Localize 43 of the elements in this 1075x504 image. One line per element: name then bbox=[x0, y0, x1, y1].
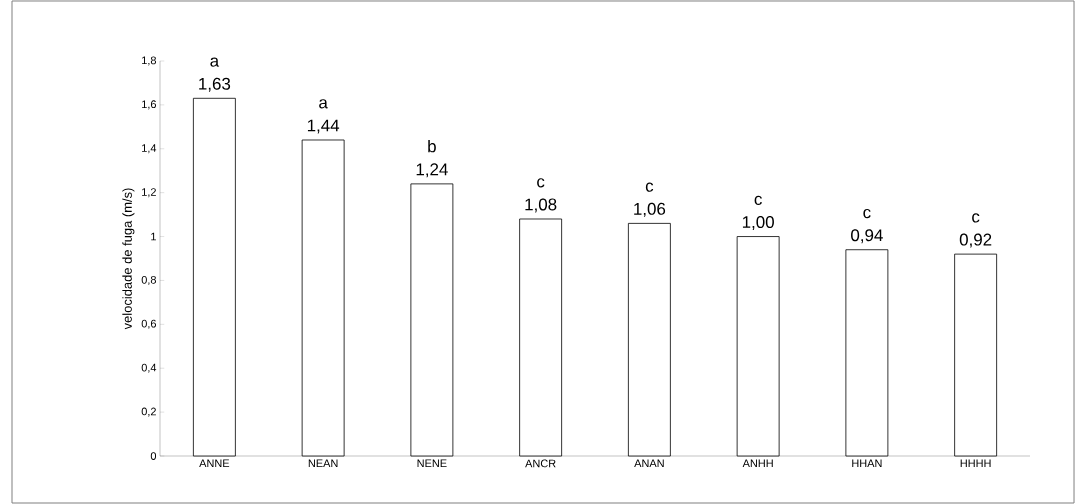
annotation: c bbox=[863, 208, 871, 219]
data-label: 0,92 bbox=[959, 233, 992, 248]
x-tick-label: HHHH bbox=[960, 459, 991, 468]
x-tick-label: HHAN bbox=[852, 459, 882, 468]
y-tick-label: 1 bbox=[151, 232, 156, 241]
x-tick-label: ANHH bbox=[742, 459, 773, 468]
bar bbox=[301, 139, 345, 457]
bar bbox=[410, 183, 454, 457]
data-label: 0,94 bbox=[851, 229, 883, 244]
y-tick-label: 0,4 bbox=[141, 363, 157, 373]
data-label: 1,00 bbox=[742, 216, 774, 231]
data-label: 1,44 bbox=[307, 119, 340, 134]
y-tick-label: 1,4 bbox=[142, 144, 157, 154]
annotation: c bbox=[972, 213, 980, 223]
annotation: c bbox=[754, 195, 762, 206]
y-tick-label: 0,2 bbox=[141, 407, 156, 417]
y-tick-label: 0,6 bbox=[141, 319, 156, 329]
x-tick-label: ANNE bbox=[199, 459, 230, 468]
y-tick-label: 0,8 bbox=[141, 275, 156, 285]
bar bbox=[519, 218, 563, 457]
bar bbox=[192, 97, 236, 457]
annotation: b bbox=[428, 139, 436, 153]
x-tick-label: ANCR bbox=[525, 459, 556, 468]
y-axis-title: velocidade de fuga (m/s) bbox=[122, 188, 135, 330]
data-label: 1,06 bbox=[634, 202, 666, 217]
bar bbox=[845, 249, 889, 457]
bar bbox=[736, 236, 780, 457]
y-tick-label: 1,6 bbox=[142, 100, 156, 110]
data-label: 1,08 bbox=[525, 198, 557, 213]
annotation: c bbox=[537, 178, 545, 188]
bar bbox=[954, 253, 998, 457]
y-tick-label: 0 bbox=[150, 452, 157, 460]
y-tick-label: 1,8 bbox=[142, 56, 156, 66]
bar bbox=[627, 222, 671, 457]
annotation: c bbox=[645, 182, 654, 192]
data-label: 1,63 bbox=[199, 77, 231, 92]
x-tick-label: NEAN bbox=[308, 459, 338, 468]
y-tick-label: 1,2 bbox=[142, 188, 156, 198]
annotation: a bbox=[319, 99, 328, 109]
annotation: a bbox=[210, 57, 220, 67]
x-tick-label: NENE bbox=[417, 459, 447, 468]
data-label: 1,24 bbox=[416, 163, 448, 178]
x-tick-label: ANAN bbox=[634, 459, 664, 468]
